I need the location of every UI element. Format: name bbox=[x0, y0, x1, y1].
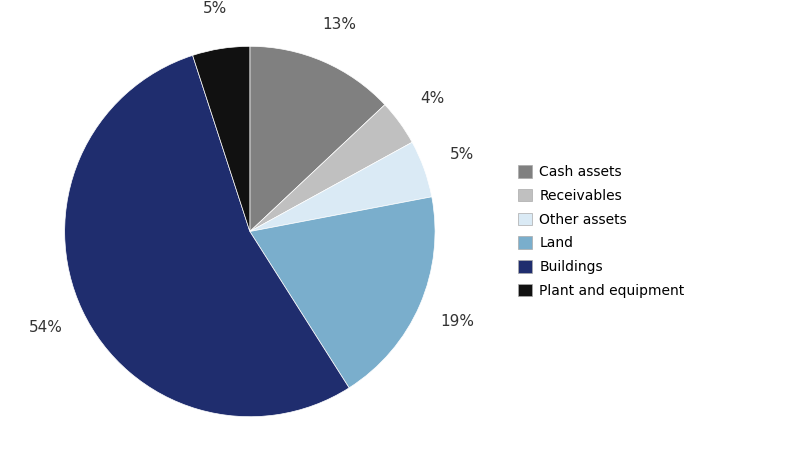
Legend: Cash assets, Receivables, Other assets, Land, Buildings, Plant and equipment: Cash assets, Receivables, Other assets, … bbox=[512, 158, 692, 305]
Wedge shape bbox=[250, 197, 435, 388]
Wedge shape bbox=[250, 46, 384, 232]
Wedge shape bbox=[193, 46, 250, 232]
Text: 54%: 54% bbox=[28, 320, 62, 335]
Wedge shape bbox=[250, 142, 432, 232]
Text: 5%: 5% bbox=[451, 147, 475, 163]
Wedge shape bbox=[250, 105, 412, 232]
Text: 4%: 4% bbox=[421, 91, 445, 106]
Text: 5%: 5% bbox=[202, 1, 226, 16]
Wedge shape bbox=[64, 56, 349, 417]
Text: 13%: 13% bbox=[322, 17, 356, 31]
Text: 19%: 19% bbox=[440, 314, 474, 329]
